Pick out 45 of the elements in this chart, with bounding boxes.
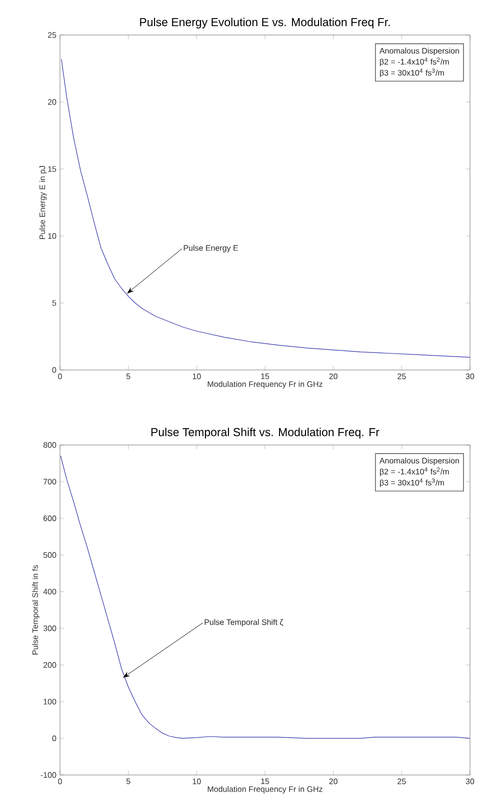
x-tick-label: 0 [58, 778, 62, 784]
x-tick-label: 30 [466, 374, 474, 380]
x-tick-label: 20 [329, 778, 338, 784]
y-tick-label: 200 [44, 662, 56, 668]
y-tick-label: 10 [48, 233, 56, 239]
chart-title: Pulse Energy Evolution E vs. Modulation Freq Fr. [140, 18, 390, 28]
x-axis-title: Modulation Frequency Fr in GHz [208, 381, 322, 389]
y-tick-label: 600 [44, 516, 56, 522]
x-tick-label: 30 [466, 778, 474, 784]
y-tick-label: 5 [52, 300, 56, 306]
y-tick-label: 20 [48, 99, 56, 105]
y-tick-label: 500 [43, 552, 56, 558]
annotation: Anomalous Dispersion [379, 458, 459, 466]
y-axis-title: Pulse Temporal Shift in fs [32, 565, 40, 654]
annotation: Pulse Energy E [184, 244, 238, 252]
x-axis-title: Modulation Frequency Fr in GHz [208, 786, 322, 794]
y-tick-label: 700 [44, 478, 56, 485]
annotation: Pulse Temporal Shift ζ [204, 619, 284, 627]
x-tick-label: 20 [329, 374, 338, 380]
y-tick-label: 25 [48, 32, 56, 38]
y-axis-title: Pulse Energy E in pJ [39, 166, 47, 239]
x-tick-label: 5 [126, 374, 130, 380]
annotation: β3 = 30x10$^{4}$ fs$^{3}$/m [380, 478, 444, 488]
y-tick-label: 0 [52, 736, 56, 742]
x-tick-label: 10 [192, 778, 201, 784]
annotation: β2 = -1.4x10$^{4}$ fs$^{2}$/m [380, 58, 449, 66]
x-tick-label: 25 [398, 374, 406, 380]
x-tick-label: 10 [192, 374, 201, 380]
x-tick-label: 0 [58, 374, 62, 380]
x-tick-label: 15 [261, 778, 270, 784]
x-tick-label: 25 [398, 778, 406, 784]
chart-title: Pulse Temporal Shift vs. Modulation Freq. Fr [151, 428, 380, 438]
y-tick-label: 100 [44, 698, 56, 704]
y-tick-label: 0 [52, 367, 56, 373]
y-tick-label: 800 [43, 442, 56, 448]
annotation: β2 = -1.4x10$^{4}$ fs$^{2}$/m [380, 467, 449, 476]
x-tick-label: 5 [126, 778, 130, 784]
annotation: Anomalous Dispersion [379, 48, 459, 56]
y-tick-label: 15 [48, 166, 56, 172]
y-tick-label: 400 [43, 588, 56, 594]
x-tick-label: 15 [261, 374, 270, 380]
annotation: β3 = 30x10$^{4}$ fs$^{3}$/m [380, 68, 444, 78]
y-tick-label: -100 [40, 772, 56, 778]
y-tick-label: 300 [43, 626, 56, 632]
line-series [61, 58, 470, 358]
